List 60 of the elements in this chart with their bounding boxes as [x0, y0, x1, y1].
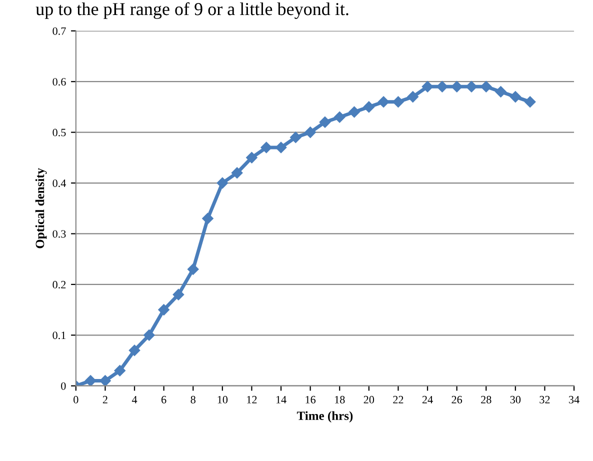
point	[128, 344, 140, 356]
point	[304, 126, 316, 138]
text: up to the pH range of 9 or a little beyond it.	[36, 2, 348, 19]
x-tick-label: 16	[306, 396, 316, 404]
y-axis-title: Optical density	[35, 168, 47, 248]
point	[231, 167, 243, 178]
x-tick-label: 10	[218, 396, 228, 404]
x-tick-label: 8	[190, 396, 196, 404]
x-tick-label: 26	[452, 396, 462, 404]
x-axis-title: Time (hrs)	[296, 411, 353, 423]
x-tick-label: 34	[569, 396, 580, 404]
x-tick-label: 24	[422, 396, 433, 404]
point	[290, 132, 302, 143]
x-tick-label: 6	[162, 396, 166, 404]
point	[378, 96, 390, 108]
x-tick-label: 22	[393, 396, 404, 404]
y-tick-label: 0	[61, 382, 66, 390]
point	[407, 91, 418, 102]
y-tick-label: 0.2	[52, 280, 66, 288]
point	[202, 212, 214, 224]
point	[334, 111, 346, 123]
point	[436, 81, 448, 92]
x-tick-label: 32	[540, 396, 550, 404]
x-tick-label: 28	[481, 396, 492, 404]
point	[348, 106, 360, 118]
point	[144, 330, 155, 341]
point	[260, 142, 272, 154]
point	[100, 375, 111, 386]
x-tick-label: 4	[132, 396, 138, 404]
x-tick-label: 14	[276, 396, 286, 404]
x-tick-label: 12	[247, 396, 257, 404]
point	[216, 177, 228, 189]
point	[275, 142, 287, 154]
point	[158, 304, 170, 316]
point	[495, 86, 506, 98]
y-tick-label: 0.5	[52, 128, 66, 136]
point	[363, 101, 375, 113]
point	[188, 264, 199, 275]
point	[172, 288, 184, 300]
x-tick-label: 20	[364, 396, 374, 404]
point	[451, 81, 462, 92]
point	[246, 152, 258, 164]
y-tick-label: 0.3	[52, 230, 66, 238]
point	[319, 116, 331, 128]
x-tick-label: 30	[510, 396, 521, 404]
x-tick-label: 2	[102, 396, 108, 404]
x-tick-label: 18	[335, 396, 345, 404]
y-tick-label: 0.4	[52, 179, 66, 188]
y-tick-label: 0.6	[52, 78, 66, 86]
point	[510, 91, 522, 102]
point	[480, 81, 492, 92]
point	[422, 81, 434, 92]
y-tick-label: 0.7	[52, 27, 66, 35]
y-tick-label: 0.1	[52, 332, 66, 340]
point	[392, 96, 404, 108]
point	[84, 375, 96, 386]
point	[114, 365, 126, 376]
x-tick-label: 0	[74, 396, 78, 404]
point	[524, 96, 536, 108]
point	[466, 81, 478, 92]
